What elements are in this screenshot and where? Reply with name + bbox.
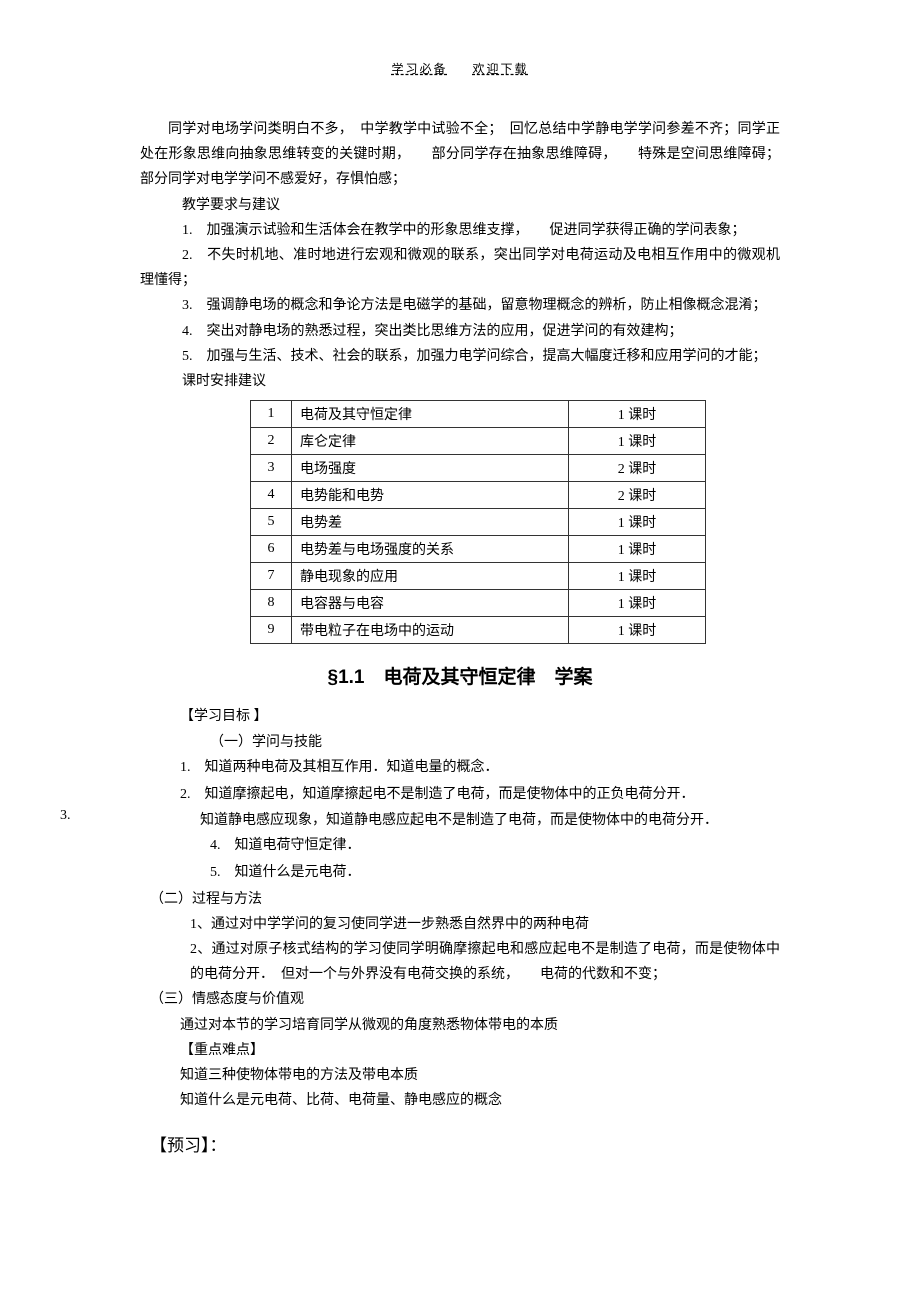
- row-hours: 1 课时: [569, 509, 706, 536]
- table-row: 5电势差1 课时: [251, 509, 706, 536]
- schedule-table: 1电荷及其守恒定律1 课时2库仑定律1 课时3电场强度2 课时4电势能和电势2 …: [250, 400, 706, 644]
- row-hours: 1 课时: [569, 563, 706, 590]
- goals-sub3: （三）情感态度与价值观: [150, 987, 780, 1012]
- row-hours: 1 课时: [569, 536, 706, 563]
- goal-5: 5. 知道什么是元电荷．: [210, 860, 780, 887]
- goal-3-label: 3.: [60, 808, 71, 824]
- table-row: 7静电现象的应用1 课时: [251, 563, 706, 590]
- preview-heading: 【预习】：: [150, 1131, 780, 1156]
- keypoints-heading: 【重点难点】: [180, 1038, 780, 1063]
- keypoint-1: 知道三种使物体带电的方法及带电本质: [180, 1063, 780, 1088]
- row-hours: 2 课时: [569, 455, 706, 482]
- document-page: 学习必备 欢迎下载 同学对电场学问类明白不多， 中学教学中试验不全； 回忆总结中…: [0, 0, 920, 1196]
- goal-3-row: 3. 知道静电感应现象，知道静电感应起电不是制造了电荷，而是使物体中的电荷分开．: [140, 808, 780, 833]
- row-topic: 电势能和电势: [292, 482, 569, 509]
- table-row: 9带电粒子在电场中的运动1 课时: [251, 617, 706, 644]
- table-row: 6电势差与电场强度的关系1 课时: [251, 536, 706, 563]
- row-topic: 电容器与电容: [292, 590, 569, 617]
- row-hours: 1 课时: [569, 617, 706, 644]
- row-topic: 库仑定律: [292, 428, 569, 455]
- schedule-heading: 课时安排建议: [140, 369, 780, 394]
- table-row: 1电荷及其守恒定律1 课时: [251, 401, 706, 428]
- suggest-item-4: 4. 突出对静电场的熟悉过程，突出类比思维方法的应用，促进学问的有效建构；: [140, 319, 780, 344]
- method-2-text: 2、通过对原子核式结构的学习使同学明确摩擦起电和感应起电不是制造了电荷，而是使物…: [190, 942, 780, 982]
- suggest-item-2: 2. 不失时机地、准时地进行宏观和微观的联系，突出同学对电荷运动及电相互作用中的…: [140, 243, 780, 293]
- row-hours: 2 课时: [569, 482, 706, 509]
- row-topic: 电势差: [292, 509, 569, 536]
- schedule-table-wrap: 1电荷及其守恒定律1 课时2库仑定律1 课时3电场强度2 课时4电势能和电势2 …: [250, 400, 780, 644]
- goals-sub2: （二）过程与方法: [150, 887, 780, 912]
- row-num: 2: [251, 428, 292, 455]
- goals-sub1: （一）学问与技能: [210, 731, 780, 751]
- row-topic: 电场强度: [292, 455, 569, 482]
- row-topic: 带电粒子在电场中的运动: [292, 617, 569, 644]
- goal-2: 2. 知道摩擦起电，知道摩擦起电不是制造了电荷，而是使物体中的正负电荷分开．: [180, 782, 780, 809]
- goals-heading: 【学习目标 】: [180, 705, 780, 725]
- row-num: 8: [251, 590, 292, 617]
- intro-heading-suggest: 教学要求与建议: [140, 193, 780, 218]
- goal-4: 4. 知道电荷守恒定律．: [210, 833, 780, 860]
- goal-3: 知道静电感应现象，知道静电感应起电不是制造了电荷，而是使物体中的电荷分开．: [200, 808, 780, 833]
- header-left: 学习必备: [391, 62, 447, 76]
- row-num: 9: [251, 617, 292, 644]
- suggest-item-1: 1. 加强演示试验和生活体会在教学中的形象思维支撑， 促进同学获得正确的学问表象…: [140, 218, 780, 243]
- suggest-item-3: 3. 强调静电场的概念和争论方法是电磁学的基础，留意物理概念的辨析，防止相像概念…: [140, 293, 780, 318]
- row-num: 7: [251, 563, 292, 590]
- attitude-1: 通过对本节的学习培育同学从微观的角度熟悉物体带电的本质: [180, 1013, 780, 1038]
- table-row: 2库仑定律1 课时: [251, 428, 706, 455]
- row-num: 3: [251, 455, 292, 482]
- method-2: 2、通过对原子核式结构的学习使同学明确摩擦起电和感应起电不是制造了电荷，而是使物…: [190, 937, 780, 987]
- row-num: 5: [251, 509, 292, 536]
- section-title: §1.1 电荷及其守恒定律 学案: [140, 662, 780, 689]
- row-topic: 静电现象的应用: [292, 563, 569, 590]
- row-topic: 电势差与电场强度的关系: [292, 536, 569, 563]
- intro-paragraph-1: 同学对电场学问类明白不多， 中学教学中试验不全； 回忆总结中学静电学学问参差不齐…: [140, 117, 780, 193]
- row-num: 4: [251, 482, 292, 509]
- table-row: 4电势能和电势2 课时: [251, 482, 706, 509]
- row-num: 1: [251, 401, 292, 428]
- table-row: 3电场强度2 课时: [251, 455, 706, 482]
- row-hours: 1 课时: [569, 428, 706, 455]
- row-hours: 1 课时: [569, 401, 706, 428]
- header-right: 欢迎下载: [473, 62, 529, 76]
- table-row: 8电容器与电容1 课时: [251, 590, 706, 617]
- page-header: 学习必备 欢迎下载: [140, 60, 780, 77]
- method-1: 1、通过对中学学问的复习使同学进一步熟悉自然界中的两种电荷: [190, 912, 780, 937]
- suggest-item-5: 5. 加强与生活、技术、社会的联系，加强力电学问综合，提高大幅度迁移和应用学问的…: [140, 344, 780, 369]
- goal-1: 1. 知道两种电荷及其相互作用．知道电量的概念．: [180, 755, 780, 782]
- keypoint-2: 知道什么是元电荷、比荷、电荷量、静电感应的概念: [180, 1088, 780, 1113]
- row-num: 6: [251, 536, 292, 563]
- row-topic: 电荷及其守恒定律: [292, 401, 569, 428]
- row-hours: 1 课时: [569, 590, 706, 617]
